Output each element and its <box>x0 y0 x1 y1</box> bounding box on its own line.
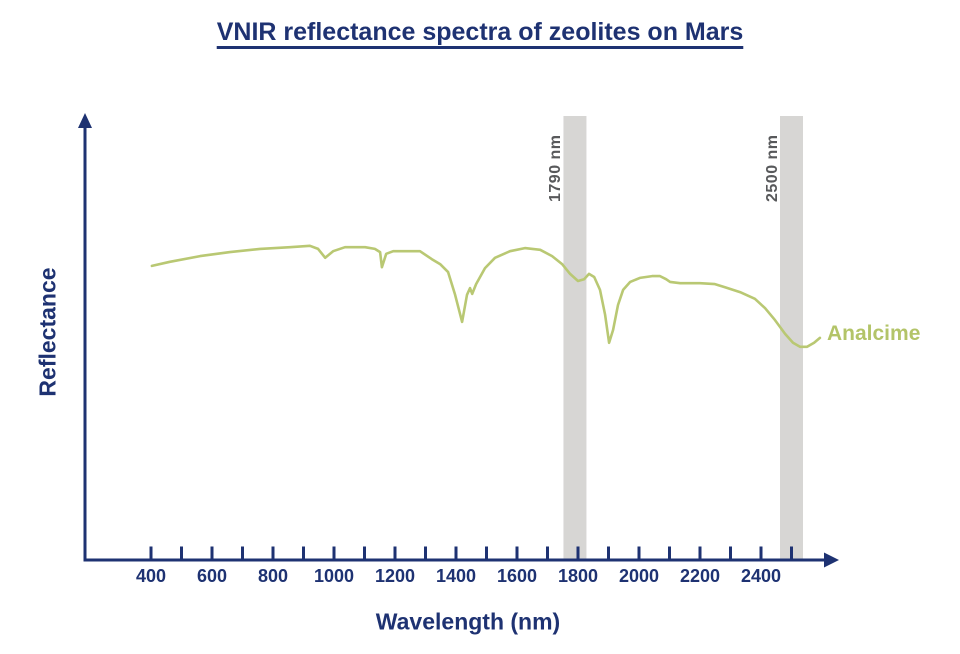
series-label-analcime: Analcime <box>827 322 921 345</box>
x-tick-label: 2200 <box>679 566 721 586</box>
x-tick-label: 2000 <box>618 566 660 586</box>
x-tick-label: 1600 <box>496 566 538 586</box>
x-tick-label: 1200 <box>374 566 416 586</box>
x-tick-label: 400 <box>135 566 167 586</box>
x-tick-label: 800 <box>257 566 289 586</box>
x-tick-label: 600 <box>196 566 228 586</box>
highlight-band <box>780 116 803 561</box>
x-tick-label: 1400 <box>435 566 477 586</box>
x-tick-label: 1000 <box>313 566 355 586</box>
x-tick-label: 2400 <box>740 566 782 586</box>
highlight-band <box>563 116 587 561</box>
x-axis-ticks <box>149 546 793 559</box>
axes <box>78 113 839 568</box>
chart-title: VNIR reflectance spectra of zeolites on … <box>216 18 744 46</box>
y-axis-arrow-icon <box>78 113 92 128</box>
highlight-bands <box>563 116 803 561</box>
x-axis-label: Wavelength (nm) <box>375 608 561 635</box>
x-axis-arrow-icon <box>824 552 839 568</box>
band-label: 1790 nm <box>546 134 564 202</box>
spectrum-curve-analcime <box>150 244 822 349</box>
band-label: 2500 nm <box>763 134 781 202</box>
x-tick-label: 1800 <box>557 566 599 586</box>
y-axis-label: Reflectance <box>34 267 61 397</box>
